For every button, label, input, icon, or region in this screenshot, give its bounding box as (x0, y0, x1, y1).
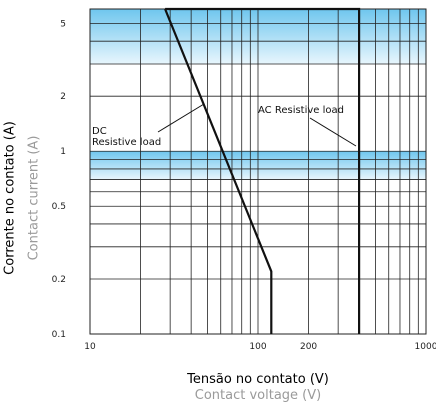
y-tick-labels: 5 2 1 0.5 0.2 0.1 (52, 19, 66, 340)
ac-annotation: AC Resistive load (258, 105, 344, 116)
x-tick-label: 100 (249, 342, 266, 352)
x-tick-labels: 10 100 200 1000 (84, 342, 436, 352)
y-axis-label: Corrente no contato (A) (2, 121, 18, 275)
x-tick-label: 10 (84, 342, 96, 352)
x-axis-label-en: Contact voltage (V) (194, 388, 322, 403)
x-axis-label: Tensão no contato (V) (187, 372, 329, 387)
y-tick-label: 1 (60, 147, 66, 157)
y-tick-label: 0.2 (52, 275, 66, 285)
y-tick-label: 2 (60, 92, 66, 102)
series-lines (164, 7, 361, 334)
x-tick-label: 200 (300, 342, 317, 352)
x-tick-label: 1000 (415, 342, 436, 352)
y-tick-label: 0.1 (52, 330, 66, 340)
dc-annotation-line-2: Resistive load (92, 137, 161, 148)
y-axis-label-en: Contact current (A) (26, 135, 42, 261)
ac-annotation-leader (309, 117, 357, 147)
y-tick-label: 0.5 (52, 202, 66, 212)
y-tick-label: 5 (60, 19, 66, 29)
dc-annotation-leader (157, 103, 205, 133)
grid-lines (90, 9, 426, 334)
dc-resistive-load-line (164, 8, 273, 334)
ac-resistive-load-line (165, 7, 361, 334)
dc-annotation-line-1: DC (92, 126, 107, 137)
